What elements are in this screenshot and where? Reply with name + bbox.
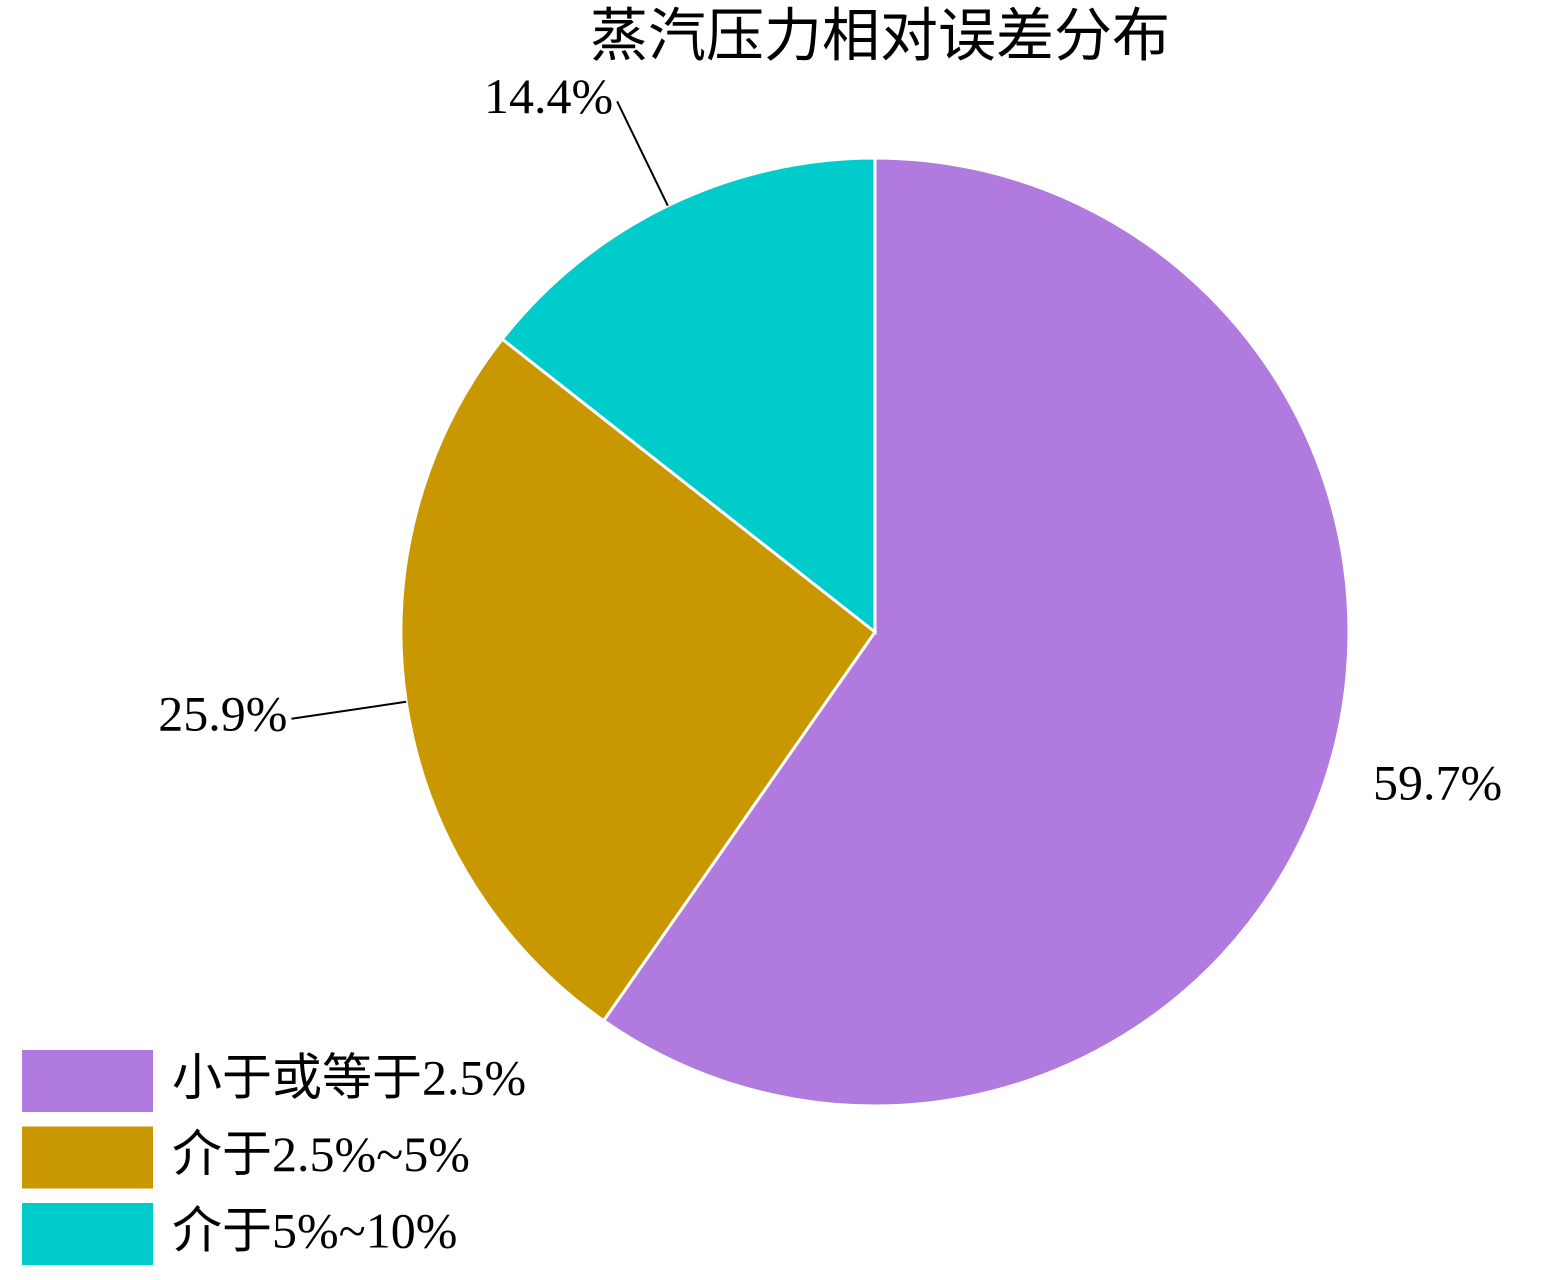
pie-slice [500, 156, 877, 636]
leader-line [616, 100, 669, 207]
data-label: 25.9% [158, 685, 287, 741]
pie-slice [399, 337, 878, 1023]
legend-label: 介于2.5%~5% [172, 1126, 470, 1182]
legend-swatch [22, 1050, 153, 1112]
data-label: 59.7% [1373, 754, 1502, 810]
pie-slice [601, 156, 1351, 1108]
legend-label: 小于或等于2.5% [172, 1049, 526, 1105]
data-label: 14.4% [484, 68, 613, 124]
leader-line [291, 700, 407, 720]
legend-swatch [22, 1203, 153, 1265]
legend-swatch [22, 1126, 153, 1189]
chart-title: 蒸汽压力相对误差分布 [590, 3, 1170, 68]
legend-label: 介于5%~10% [172, 1202, 457, 1258]
